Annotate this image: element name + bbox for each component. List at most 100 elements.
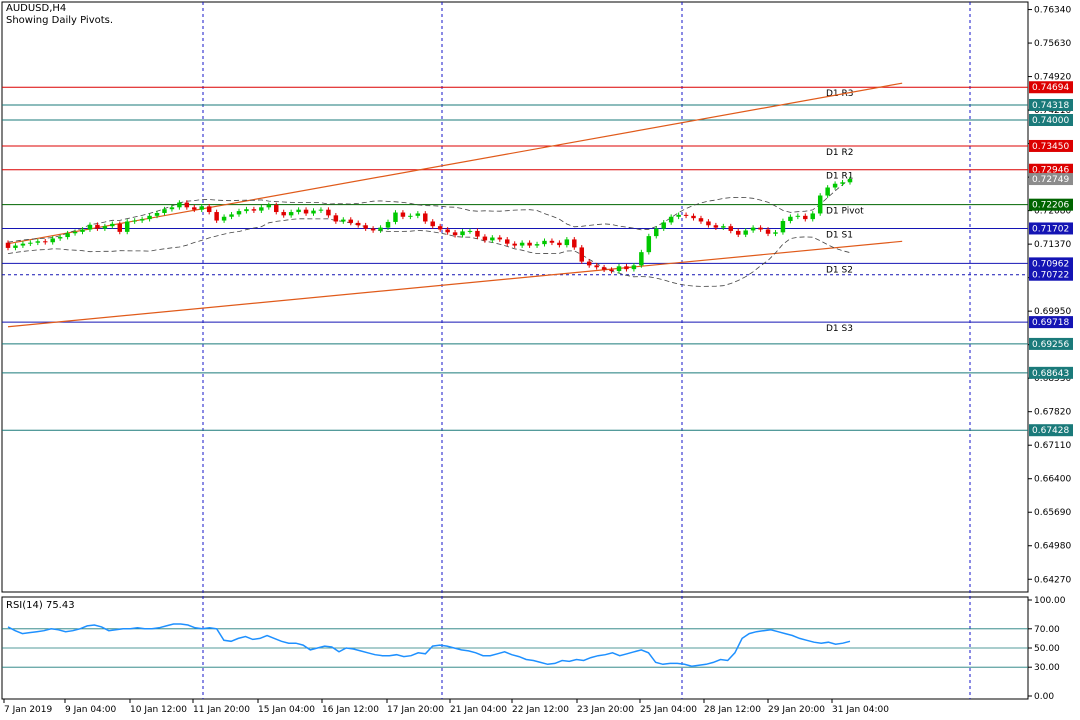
price-tag-box	[1029, 198, 1073, 211]
candle-body	[795, 215, 801, 217]
candle-body	[184, 202, 190, 208]
price-tick-label: 0.71370	[1034, 240, 1071, 250]
price-tag-box	[1029, 366, 1073, 379]
candle-body	[214, 212, 219, 221]
candle-body	[385, 221, 391, 228]
candle-body	[750, 227, 756, 231]
candle-body	[154, 212, 160, 216]
price-tick-label: 0.64270	[1034, 575, 1071, 585]
candle-body	[825, 187, 830, 196]
candle-body	[728, 226, 734, 231]
candle-body	[117, 223, 123, 232]
candle-body	[192, 207, 197, 210]
candle-body	[259, 207, 264, 211]
price-tick-label: 0.74210	[1034, 106, 1071, 116]
pivot-subtitle: Showing Daily Pivots.	[6, 15, 114, 26]
candle-body	[519, 242, 525, 246]
candle-body	[348, 219, 353, 223]
price-tag-box	[1029, 81, 1073, 94]
vertical-gridlines	[202, 2, 971, 699]
candle-body	[832, 183, 838, 188]
price-tick-label: 0.74920	[1034, 73, 1071, 83]
rsi-line	[7, 623, 851, 667]
candle-body	[758, 227, 763, 230]
time-tick-label: 11 Jan 20:00	[193, 705, 250, 715]
candle-body	[341, 219, 346, 222]
candle-body	[497, 237, 503, 240]
price-tag-box	[1029, 268, 1073, 281]
price-tag-box	[1029, 424, 1073, 437]
candle-body	[460, 231, 465, 236]
price-tag-box	[1029, 316, 1073, 329]
candle-body	[5, 242, 11, 248]
time-tick-label: 22 Jan 12:00	[512, 705, 569, 715]
candle-body	[288, 212, 294, 216]
candle-body	[363, 225, 368, 229]
candle-body	[266, 204, 272, 208]
pivot-label: D1 S1	[826, 230, 853, 240]
price-tick-label: 0.67110	[1034, 441, 1071, 451]
price-tag-label: 0.70722	[1032, 271, 1069, 281]
price-tag-box	[1029, 222, 1073, 235]
candle-body	[110, 223, 115, 227]
time-tick-label: 29 Jan 20:00	[768, 705, 825, 715]
rsi-tick-label: 30.00	[1034, 663, 1060, 673]
candle-body	[244, 209, 249, 212]
candle-body	[206, 206, 212, 213]
candle-body	[169, 207, 175, 210]
time-tick-label: 15 Jan 04:00	[258, 705, 315, 715]
candle-body	[251, 209, 257, 211]
candle-body	[35, 241, 41, 243]
time-tick-label: 31 Jan 04:00	[832, 705, 889, 715]
symbol-label: AUDUSD,H4	[6, 3, 67, 14]
price-tag-label: 0.74318	[1032, 101, 1069, 111]
candle-body	[326, 209, 331, 216]
candle-body	[840, 182, 845, 184]
price-tag-label: 0.72206	[1032, 201, 1069, 211]
main-plot-frame	[1, 1, 1029, 593]
candle-body	[803, 215, 808, 220]
candle-body	[199, 206, 204, 210]
time-tick-label: 10 Jan 12:00	[130, 705, 187, 715]
upper-band	[7, 178, 851, 243]
candle-body	[668, 216, 674, 223]
candle-body	[28, 242, 33, 244]
rsi-panel: 100.00 70.00 50.00 30.00 0.00	[2, 596, 1066, 702]
candle-body	[102, 226, 108, 229]
candle-body	[318, 209, 324, 211]
price-tag-label: 0.74000	[1032, 116, 1069, 126]
candle-body	[147, 215, 152, 220]
candle-body	[430, 221, 435, 227]
price-tag-label: 0.71702	[1032, 224, 1069, 234]
pivot-label: D1 S2	[826, 265, 853, 275]
trendline	[7, 240, 903, 328]
time-axis: 7 Jan 2019 9 Jan 04:00 10 Jan 12:00 11 Jan …	[3, 699, 889, 715]
candle-body	[400, 212, 406, 217]
price-tag-label: 0.68643	[1032, 369, 1069, 379]
candle-body	[639, 252, 644, 266]
price-tick-label: 0.68530	[1034, 374, 1071, 384]
candle-body	[20, 243, 26, 246]
candle-body	[72, 231, 78, 234]
candle-body	[95, 224, 100, 229]
candle-body	[333, 215, 339, 222]
candle-body	[236, 211, 242, 215]
candle-body	[490, 237, 495, 241]
candle-body	[817, 195, 823, 214]
candle-body	[691, 215, 696, 219]
price-tag-label: 0.70962	[1032, 259, 1069, 269]
time-tick-label: 28 Jan 12:00	[704, 705, 761, 715]
candle-body	[505, 239, 510, 244]
candle-body	[408, 215, 413, 217]
price-tick-label: 0.69950	[1034, 307, 1071, 317]
candle-body	[80, 229, 85, 232]
candle-body	[512, 243, 517, 246]
candle-body	[139, 219, 145, 221]
time-tick-label: 16 Jan 12:00	[322, 705, 379, 715]
price-tag-box	[1029, 98, 1073, 111]
candle-body	[810, 213, 815, 220]
candle-body	[162, 209, 167, 213]
candle-body	[527, 242, 532, 246]
candle-body	[572, 239, 577, 248]
